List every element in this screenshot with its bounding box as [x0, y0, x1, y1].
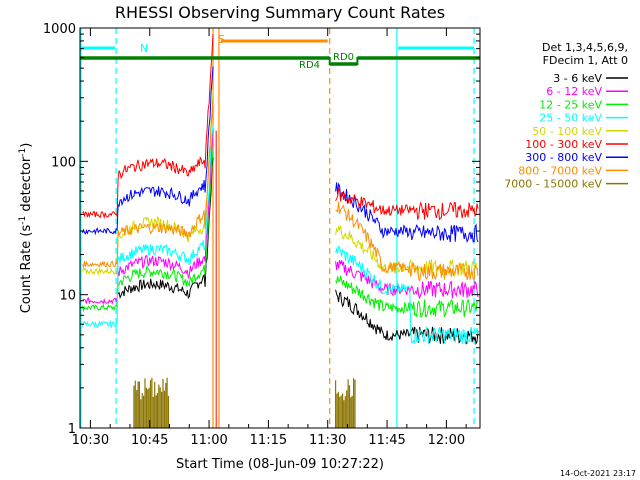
- series-line-800to7000keV: [335, 201, 479, 282]
- annotation-rd4: RD4: [299, 60, 320, 71]
- series-line-6to12keV: [335, 259, 479, 300]
- x-tick-label: 10:45: [131, 433, 168, 448]
- legend-header-line-2: FDecim 1, Att 0: [543, 54, 628, 67]
- x-tick-label: 11:15: [250, 433, 287, 448]
- y-tick-label: 1: [68, 422, 76, 437]
- annotation-n: N: [140, 42, 148, 55]
- axes-ticks: 10:30 10:45 11:00 11:15 11:30 11:45 12:00 1 10 10…: [43, 22, 480, 448]
- x-tick-label: 11:00: [190, 433, 227, 448]
- y-tick-label: 100: [51, 155, 76, 170]
- x-tick-label: 11:45: [368, 433, 405, 448]
- chart-title: RHESSI Observing Summary Count Rates: [115, 3, 445, 22]
- plot-frame: [79, 27, 481, 429]
- series-line-300to800keV: [82, 66, 214, 236]
- legend-label: 300 - 800 keV: [525, 151, 602, 164]
- annotation-rd0: RD0: [333, 52, 354, 63]
- legend-label: 800 - 7000 keV: [518, 164, 602, 177]
- series-line-50to100keV: [335, 225, 479, 277]
- series-line-800to7000keV: [82, 99, 214, 269]
- series-line-100to300keV: [82, 34, 214, 220]
- x-tick-label: 11:30: [309, 433, 346, 448]
- legend-label: 25 - 50 keV: [539, 112, 602, 125]
- series-line-7000to15000keV: [335, 378, 356, 428]
- legend-label: 3 - 6 keV: [553, 72, 602, 85]
- x-axis-label: Start Time (08-Jun-09 10:27:22): [176, 457, 384, 472]
- series-line-300to800keV: [335, 182, 479, 243]
- y-tick-label: 1000: [43, 22, 76, 37]
- series-line-12to25keV: [82, 148, 214, 313]
- y-axis-label: Count Rate (s-1 detector-1): [18, 143, 34, 314]
- x-tick-label: 10:30: [72, 433, 109, 448]
- legend-label: 50 - 100 keV: [532, 125, 602, 138]
- series-line-25to50keV: [82, 126, 214, 329]
- footer-timestamp: 14-Oct-2021 23:17: [560, 469, 636, 478]
- series-line-7000to15000keV: [133, 377, 170, 428]
- series-line-3to6keV: [335, 289, 479, 346]
- annotation-s: S: [218, 33, 225, 46]
- legend-label: 7000 - 15000 keV: [504, 178, 602, 191]
- legend-label: 12 - 25 keV: [539, 98, 602, 111]
- series-line-3to6keV: [117, 157, 214, 300]
- legend-label: 100 - 300 keV: [525, 138, 602, 151]
- legend-header-line-1: Det 1,3,4,5,6,9,: [542, 41, 628, 54]
- x-tick-label: 12:00: [428, 433, 465, 448]
- series-line-100to300keV: [335, 187, 479, 221]
- legend-label: 6 - 12 keV: [546, 85, 602, 98]
- series-line-25to50keV: [335, 245, 479, 345]
- series-line-6to12keV: [82, 130, 214, 305]
- y-tick-label: 10: [59, 289, 76, 304]
- series-line-12to25keV: [335, 274, 479, 318]
- plot-area: [80, 28, 480, 428]
